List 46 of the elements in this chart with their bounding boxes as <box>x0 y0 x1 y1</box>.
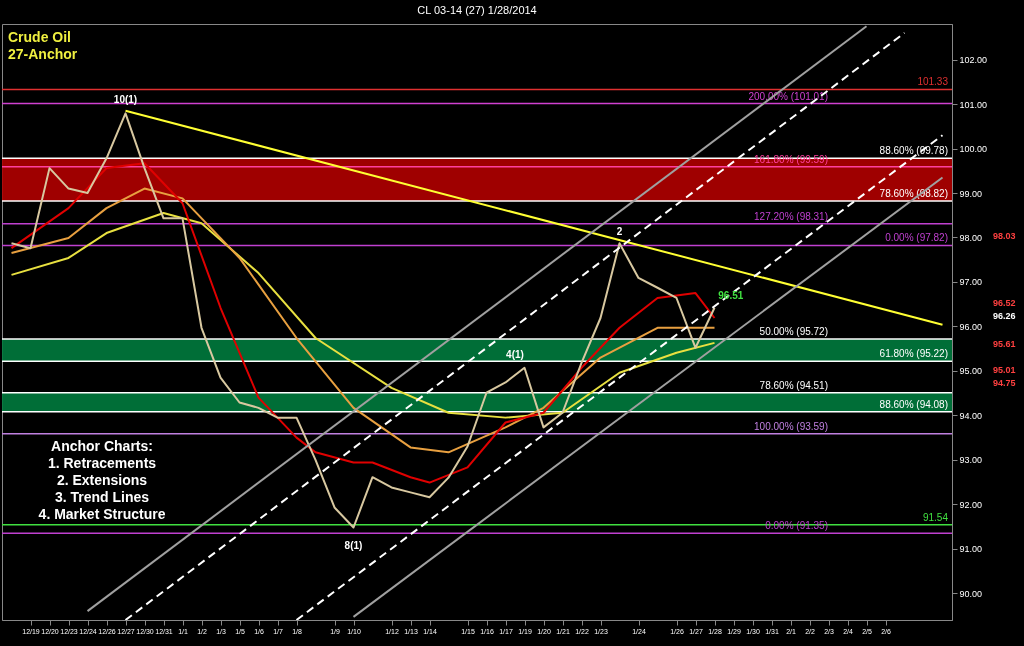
annotation: Anchor Charts: <box>51 438 153 454</box>
annotation: 4(1) <box>506 349 524 360</box>
annotation: 4. Market Structure <box>38 506 166 522</box>
text: 96.52 <box>993 298 1016 308</box>
text: 98.03 <box>993 231 1016 241</box>
y-tick-label: 95.00 <box>959 366 983 377</box>
ref-line-label: 101.33 <box>917 76 949 88</box>
line-series <box>10 187 716 454</box>
text: 95.61 <box>993 339 1016 349</box>
ref-line-label: 88.60% (94.08) <box>879 398 948 410</box>
y-tick-label: 90.00 <box>959 588 983 599</box>
annotation: Crude Oil <box>8 29 72 45</box>
annotation: 27-Anchor <box>8 46 78 62</box>
annotation: 1. Retracements <box>47 455 157 471</box>
y-tick-label: 93.00 <box>959 455 983 466</box>
annotation: 10(1) <box>113 94 138 105</box>
ref-line-label: 78.60% (94.51) <box>759 379 828 391</box>
y-tick-label: 96.00 <box>959 321 983 332</box>
line-series <box>10 162 716 484</box>
text: 95.01 <box>993 365 1016 375</box>
ref-line-label: 91.54 <box>922 511 949 523</box>
y-tick-label: 97.00 <box>959 277 983 288</box>
ref-line-label: 127.20% (98.31) <box>754 210 828 222</box>
annotation: 96.51 <box>718 290 744 301</box>
ref-line-label: 100.00% (93.59) <box>754 420 828 432</box>
y-tick-label: 92.00 <box>959 499 983 510</box>
ref-line-label: 61.80% (95.22) <box>879 348 948 360</box>
line-series <box>10 112 716 529</box>
text: 96.26 <box>993 311 1016 321</box>
y-tick-label: 91.00 <box>959 544 983 555</box>
y-tick-label: 102.00 <box>959 55 988 66</box>
ref-line-label: 0.00% (97.82) <box>885 232 948 244</box>
y-tick-label: 101.00 <box>959 99 988 110</box>
y-tick-label: 100.00 <box>959 144 988 155</box>
annotation: 3. Trend Lines <box>54 489 150 505</box>
annotation: 2. Extensions <box>56 472 148 488</box>
line-series <box>10 212 716 419</box>
y-tick-label: 98.00 <box>959 232 983 243</box>
annotation: 2 <box>616 226 623 237</box>
annotation: 8(1) <box>344 540 363 551</box>
ref-line-label: 50.00% (95.72) <box>759 325 828 337</box>
text: 94.75 <box>993 378 1016 388</box>
y-tick-label: 99.00 <box>959 188 983 199</box>
chart-title: CL 03-14 (27) 1/28/2014 <box>417 4 537 16</box>
ref-line-label: 88.60% (99.78) <box>879 145 948 157</box>
y-tick-label: 94.00 <box>959 410 983 421</box>
